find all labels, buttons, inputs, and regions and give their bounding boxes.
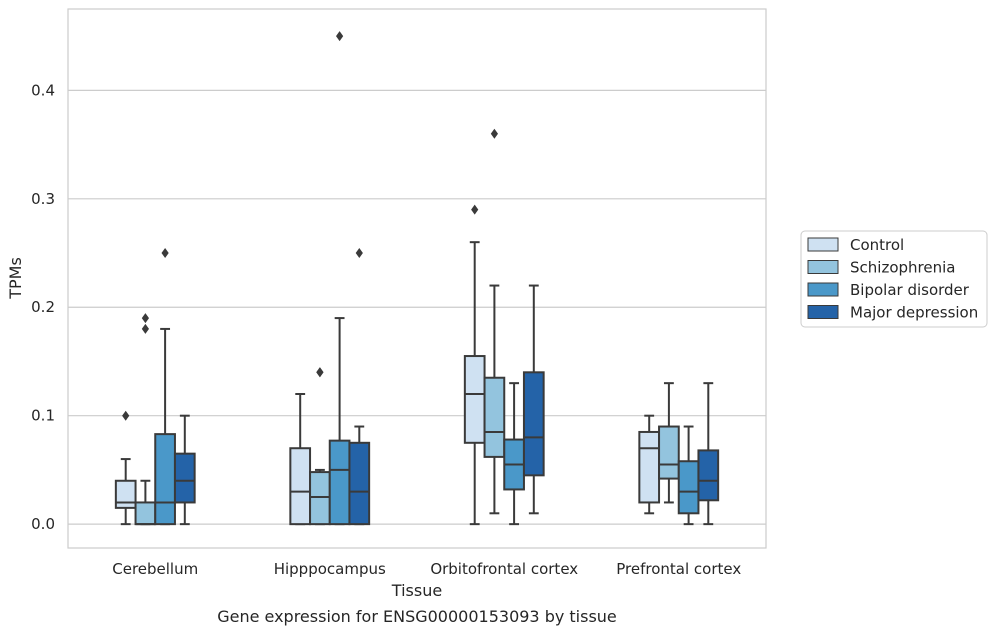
box-0-2	[154, 248, 176, 526]
box-body	[463, 355, 486, 444]
box-body	[309, 471, 331, 526]
legend-label: Major depression	[850, 304, 978, 322]
outlier-point	[122, 410, 130, 421]
legend-swatch	[807, 237, 839, 252]
plot-frame	[67, 8, 767, 549]
box-0-3	[173, 414, 196, 526]
outlier-point	[161, 248, 169, 259]
x-axis-label: Tissue	[391, 581, 442, 600]
box-body	[483, 376, 506, 458]
legend-label: Control	[850, 236, 904, 254]
outlier-point	[355, 248, 363, 259]
legend-swatch	[807, 305, 839, 319]
box-0-0	[114, 410, 137, 526]
x-tick-label: Prefrontal cortex	[616, 560, 741, 578]
box-body	[114, 479, 137, 509]
outlier-point	[471, 204, 479, 215]
box-body	[638, 430, 661, 504]
box-body	[289, 447, 312, 526]
legend-swatch	[807, 282, 839, 297]
y-tick-label: 0.0	[31, 515, 55, 533]
outlier-point	[316, 367, 324, 378]
box-body	[348, 441, 371, 526]
box-body	[328, 439, 351, 526]
outlier-point	[141, 313, 149, 324]
legend-label: Bipolar disorder	[850, 281, 970, 299]
box-1-3	[348, 248, 371, 526]
legend-items: Control Schizophrenia Bipolar disorder Majo…	[807, 236, 978, 322]
y-tick-labels: 0.0 0.1 0.2 0.3 0.4	[31, 81, 55, 533]
y-tick-label: 0.1	[31, 407, 55, 425]
legend-frame	[800, 230, 988, 328]
box-body	[522, 371, 545, 477]
y-tick-label: 0.4	[31, 81, 55, 99]
box-body	[134, 501, 157, 526]
box-3-1	[658, 382, 680, 504]
box-3-3	[697, 382, 720, 526]
box-3-2	[677, 425, 700, 526]
box-1-0	[289, 393, 312, 526]
box-1-1	[309, 367, 331, 526]
x-tick-labels: Cerebellum Hipppocampus Orbitofrontal cort…	[112, 560, 741, 578]
y-axis-label: TPMs	[6, 257, 25, 300]
box-body	[697, 449, 720, 502]
x-tick-label: Orbitofrontal cortex	[430, 560, 578, 578]
box-2-0	[463, 204, 486, 526]
box-body	[173, 452, 196, 504]
box-3-0	[638, 414, 661, 515]
box-body	[677, 460, 700, 515]
legend: Control Schizophrenia Bipolar disorder Majo…	[800, 230, 988, 328]
box-0-1	[134, 313, 157, 526]
legend-label: Schizophrenia	[850, 259, 955, 277]
chart-caption: Gene expression for ENSG00000153093 by t…	[217, 607, 617, 626]
box-body	[154, 433, 176, 526]
x-tick-label: Cerebellum	[112, 560, 198, 578]
y-tick-label: 0.3	[31, 190, 55, 208]
box-2-3	[522, 284, 545, 515]
outlier-point	[141, 323, 149, 334]
legend-swatch	[807, 260, 839, 274]
box-1-2	[328, 31, 351, 526]
x-tick-label: Hipppocampus	[274, 560, 386, 578]
outlier-point	[490, 128, 498, 139]
outlier-point	[336, 31, 344, 42]
box-2-1	[483, 128, 506, 515]
y-tick-label: 0.2	[31, 298, 55, 316]
box-body	[658, 425, 680, 480]
box-groups	[114, 31, 720, 526]
box-2-2	[503, 382, 525, 526]
